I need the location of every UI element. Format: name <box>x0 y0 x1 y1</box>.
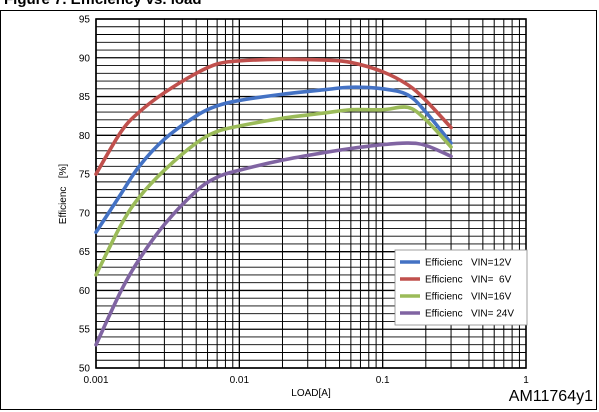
legend-label: Efficienc VIN=12V <box>425 258 512 269</box>
y-tick-label: 60 <box>79 286 91 297</box>
legend: Efficienc VIN=12V Efficienc VIN= 6V Effici… <box>394 249 528 326</box>
y-tick-label: 85 <box>79 92 91 103</box>
y-tick-label: 80 <box>79 131 91 142</box>
y-tick-label: 50 <box>79 364 91 375</box>
y-tick-label: 65 <box>79 247 91 258</box>
series-line-2 <box>94 57 453 176</box>
x-tick-label: 1 <box>523 375 529 386</box>
series-line-4 <box>94 141 453 347</box>
y-tick-label: 75 <box>79 170 91 181</box>
y-tick-label: 70 <box>79 208 91 219</box>
y-tick-label: 90 <box>79 53 91 64</box>
y-tick-label: 95 <box>79 15 91 26</box>
legend-label: Efficienc VIN=16V <box>425 292 512 303</box>
figure-title: Figure 7. Efficiency vs. load <box>4 0 202 8</box>
y-tick-label: 55 <box>79 325 91 336</box>
x-tick-label: 0.001 <box>83 375 108 386</box>
x-tick-label: 0.1 <box>376 375 390 386</box>
plot-area-border <box>95 18 527 369</box>
legend-label: Efficienc VIN= 6V <box>425 275 512 286</box>
figure-title-strip: Figure 7. Efficiency vs. load <box>0 0 599 10</box>
legend-label: Efficienc VIN= 24V <box>425 309 514 320</box>
chart-frame <box>0 10 597 410</box>
x-axis-label: LOAD[A] <box>291 388 331 399</box>
series-line-3 <box>94 105 453 277</box>
tick-labels: 50 55 60 65 70 75 80 85 90 95 0.001 0.01 0.1 1 <box>79 15 529 387</box>
y-axis-label: Efficienc [%] <box>58 164 69 225</box>
series-layer <box>94 57 453 347</box>
figure-id: AM11764y1 <box>508 388 593 405</box>
x-tick-label: 0.01 <box>230 375 250 386</box>
series-line-1 <box>94 85 453 235</box>
